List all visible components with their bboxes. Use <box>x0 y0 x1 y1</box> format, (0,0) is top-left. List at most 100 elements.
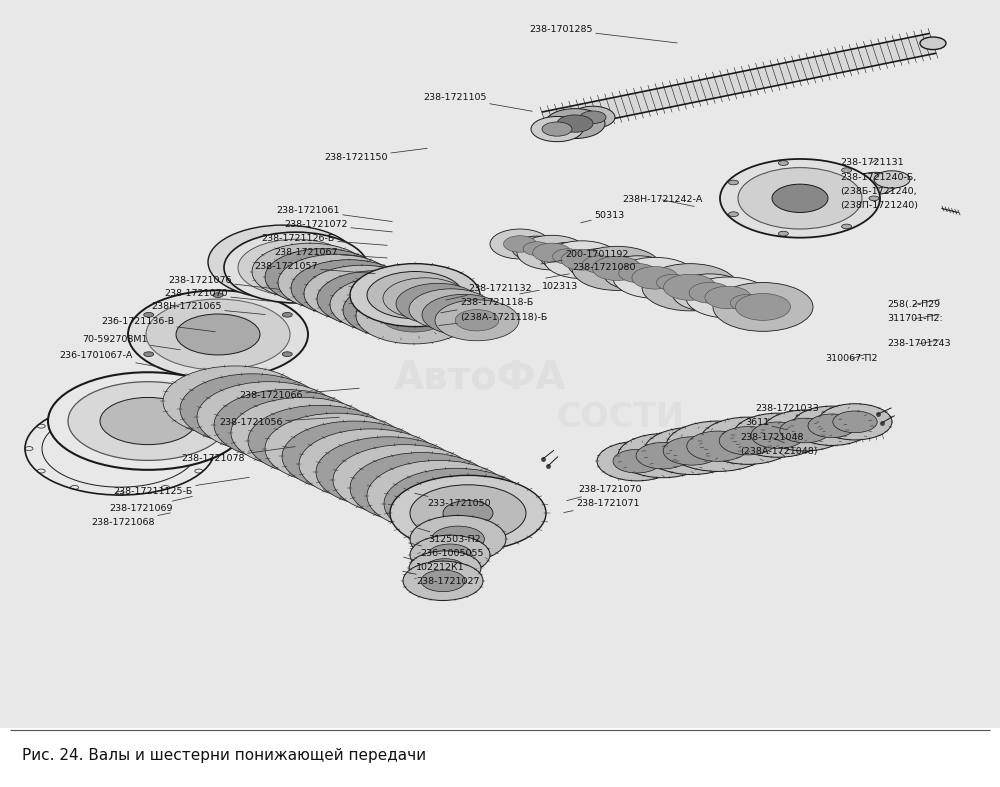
Text: 238Н-1721065: 238Н-1721065 <box>152 302 265 315</box>
Ellipse shape <box>367 272 463 319</box>
Text: 258(.2-П29: 258(.2-П29 <box>887 300 940 309</box>
Ellipse shape <box>736 294 790 320</box>
Ellipse shape <box>289 260 357 294</box>
Ellipse shape <box>382 468 462 508</box>
Text: 238Н-1721242-А: 238Н-1721242-А <box>622 195 702 206</box>
Ellipse shape <box>280 421 360 460</box>
Ellipse shape <box>304 265 420 322</box>
Ellipse shape <box>730 294 766 312</box>
Ellipse shape <box>282 312 292 317</box>
Ellipse shape <box>128 290 308 379</box>
Ellipse shape <box>282 421 426 492</box>
Ellipse shape <box>592 257 642 280</box>
Ellipse shape <box>403 287 447 309</box>
Ellipse shape <box>666 421 770 471</box>
Ellipse shape <box>442 304 486 326</box>
Ellipse shape <box>504 236 536 252</box>
Ellipse shape <box>663 437 721 465</box>
Ellipse shape <box>212 390 292 429</box>
Ellipse shape <box>416 484 496 523</box>
Ellipse shape <box>354 288 422 321</box>
Ellipse shape <box>517 235 587 270</box>
Ellipse shape <box>687 431 749 461</box>
Ellipse shape <box>224 232 368 303</box>
Ellipse shape <box>643 268 703 297</box>
Ellipse shape <box>276 255 344 288</box>
Text: 238-1721076: 238-1721076 <box>168 275 279 290</box>
Ellipse shape <box>246 405 326 445</box>
Ellipse shape <box>792 406 872 445</box>
Ellipse shape <box>720 159 880 238</box>
Ellipse shape <box>603 256 673 290</box>
Text: 238-1721070: 238-1721070 <box>164 289 269 301</box>
Text: 238-1721150: 238-1721150 <box>324 148 427 162</box>
Ellipse shape <box>542 122 572 136</box>
Ellipse shape <box>531 116 583 142</box>
Ellipse shape <box>545 109 605 139</box>
Text: 238-1721056: 238-1721056 <box>220 417 339 427</box>
Text: Рис. 24. Валы и шестерни понижающей передачи: Рис. 24. Валы и шестерни понижающей пере… <box>22 748 426 763</box>
Ellipse shape <box>557 115 593 132</box>
Ellipse shape <box>432 527 484 552</box>
Ellipse shape <box>409 551 481 586</box>
Ellipse shape <box>410 535 490 575</box>
Ellipse shape <box>68 382 228 460</box>
Ellipse shape <box>384 468 528 539</box>
Ellipse shape <box>705 286 751 309</box>
Ellipse shape <box>429 298 473 320</box>
Text: 238-1721067: 238-1721067 <box>274 248 387 258</box>
Ellipse shape <box>571 106 615 128</box>
Ellipse shape <box>642 264 738 311</box>
Ellipse shape <box>512 236 562 261</box>
Ellipse shape <box>540 242 596 271</box>
Ellipse shape <box>343 282 459 338</box>
Ellipse shape <box>568 249 632 280</box>
Text: 238-1721033: 238-1721033 <box>755 404 819 417</box>
Text: 238-1721027: 238-1721027 <box>403 571 480 586</box>
Ellipse shape <box>553 249 583 264</box>
Ellipse shape <box>302 266 370 299</box>
Text: 238-17211125-Б: 238-17211125-Б <box>114 478 249 497</box>
Ellipse shape <box>772 184 828 212</box>
Ellipse shape <box>842 224 852 229</box>
Text: 238-1701243: 238-1701243 <box>887 339 951 349</box>
Ellipse shape <box>686 277 770 318</box>
Ellipse shape <box>278 254 394 311</box>
Ellipse shape <box>248 405 392 476</box>
Ellipse shape <box>490 229 550 259</box>
Text: АвтоФА: АвтоФА <box>394 359 566 397</box>
Ellipse shape <box>348 453 428 492</box>
Text: 238-1721072: 238-1721072 <box>285 220 392 232</box>
Ellipse shape <box>328 277 396 310</box>
Text: 102212К1: 102212К1 <box>404 557 465 572</box>
Text: 238-1721118-Б: 238-1721118-Б <box>441 298 533 312</box>
Ellipse shape <box>738 168 862 229</box>
Ellipse shape <box>229 397 309 437</box>
Ellipse shape <box>144 352 154 357</box>
Text: 311701-П2:: 311701-П2: <box>887 314 943 323</box>
Text: 233-1721050: 233-1721050 <box>415 493 491 508</box>
Text: 236-1005055: 236-1005055 <box>409 543 484 558</box>
Ellipse shape <box>842 168 852 172</box>
Ellipse shape <box>403 561 483 600</box>
Ellipse shape <box>315 272 383 305</box>
Ellipse shape <box>533 243 571 262</box>
Text: 238-1721070: 238-1721070 <box>567 485 642 501</box>
Text: СОСТИ: СОСТИ <box>556 401 684 434</box>
Ellipse shape <box>728 212 738 216</box>
Text: 238-1721061: 238-1721061 <box>276 205 392 222</box>
Text: 238-1721240-Б,: 238-1721240-Б, <box>840 172 916 182</box>
Ellipse shape <box>613 257 697 298</box>
Text: (238П-1721240): (238П-1721240) <box>840 201 918 210</box>
Ellipse shape <box>265 413 409 484</box>
Ellipse shape <box>825 181 865 200</box>
Ellipse shape <box>367 460 511 531</box>
Text: 238-1721048: 238-1721048 <box>740 433 804 443</box>
Ellipse shape <box>100 397 196 445</box>
Ellipse shape <box>425 559 465 578</box>
Ellipse shape <box>350 453 494 523</box>
Ellipse shape <box>763 410 847 451</box>
Ellipse shape <box>572 246 662 290</box>
Text: 238-1721071: 238-1721071 <box>564 499 640 512</box>
Ellipse shape <box>282 352 292 357</box>
